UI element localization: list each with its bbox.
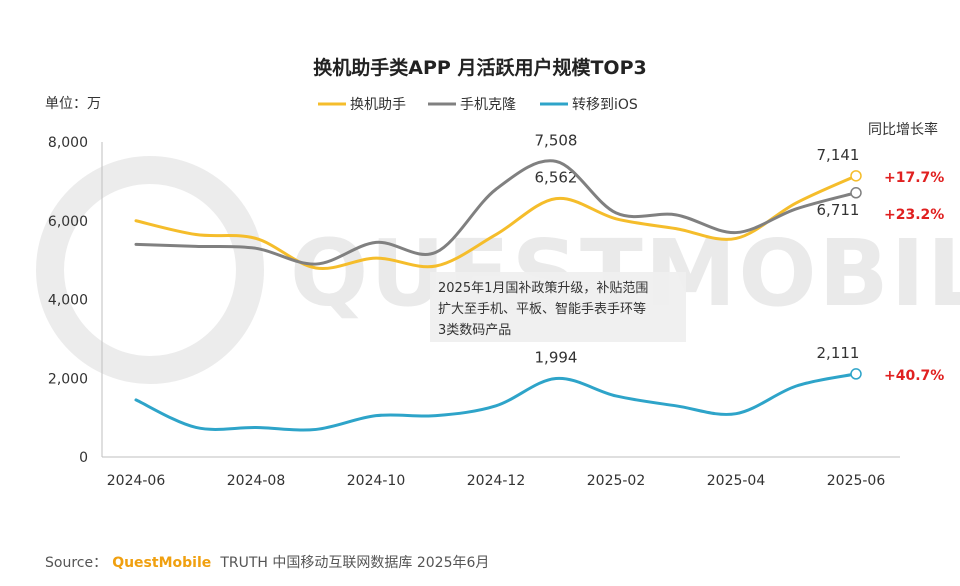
data-label: 2,111 xyxy=(817,344,860,362)
x-tick-label: 2024-06 xyxy=(107,473,166,489)
chart-title: 换机助手类APP 月活跃用户规模TOP3 xyxy=(313,56,646,79)
unit-label: 单位：万 xyxy=(45,96,101,112)
annotation-line-2: 扩大至手机、平板、智能手表手环等 xyxy=(438,301,646,317)
data-label: 6,711 xyxy=(817,201,860,219)
source-line: Source： QuestMobile TRUTH 中国移动互联网数据库 202… xyxy=(45,552,489,571)
y-tick-label: 0 xyxy=(79,450,88,466)
series-end-marker xyxy=(850,187,862,199)
legend-label: 转移到iOS xyxy=(572,97,638,113)
annotation-line-1: 2025年1月国补政策升级，补贴范围 xyxy=(438,280,648,296)
series-line xyxy=(134,174,858,271)
x-tick-label: 2025-04 xyxy=(707,473,766,489)
x-axis-ticks: 2024-06 2024-08 2024-10 2024-12 2025-02 2025-… xyxy=(107,473,886,489)
y-tick-label: 4,000 xyxy=(48,293,88,309)
source-prefix: Source： xyxy=(45,555,107,571)
series-end-marker xyxy=(850,170,862,182)
series-line xyxy=(134,372,858,432)
data-label: 7,141 xyxy=(817,146,860,164)
data-label: 1,994 xyxy=(535,348,578,366)
legend: 换机助手 手机克隆 转移到iOS xyxy=(318,96,638,113)
series-end-marker xyxy=(850,368,862,380)
x-tick-label: 2025-02 xyxy=(587,473,646,489)
growth-label: +17.7% xyxy=(884,170,944,186)
x-tick-label: 2025-06 xyxy=(827,473,886,489)
series-line xyxy=(134,159,858,266)
data-label: 7,508 xyxy=(535,131,578,149)
growth-label: +40.7% xyxy=(884,368,944,384)
annotation-line-3: 3类数码产品 xyxy=(438,323,511,338)
x-tick-label: 2024-10 xyxy=(347,473,406,489)
series-group: 6,562 7,141 +17.7% 7,508 6,711 +23.2% 1,994 2,1… xyxy=(134,131,944,432)
y-tick-label: 2,000 xyxy=(48,371,88,387)
legend-label: 手机克隆 xyxy=(460,97,516,113)
annotation-box: 2025年1月国补政策升级，补贴范围 扩大至手机、平板、智能手表手环等 3类数码… xyxy=(430,272,686,342)
y-tick-label: 8,000 xyxy=(48,135,88,151)
annotation-background xyxy=(430,272,686,342)
yoy-header: 同比增长率 xyxy=(868,121,938,138)
legend-label: 换机助手 xyxy=(350,96,406,113)
source-text: TRUTH 中国移动互联网数据库 2025年6月 xyxy=(219,555,489,571)
data-label: 6,562 xyxy=(535,169,578,187)
growth-label: +23.2% xyxy=(884,207,944,223)
x-tick-label: 2024-12 xyxy=(467,473,526,489)
y-tick-label: 6,000 xyxy=(48,214,88,230)
y-axis-ticks: 0 2,000 4,000 6,000 8,000 xyxy=(48,135,88,466)
x-tick-label: 2024-08 xyxy=(227,473,286,489)
source-brand: QuestMobile xyxy=(112,555,211,571)
